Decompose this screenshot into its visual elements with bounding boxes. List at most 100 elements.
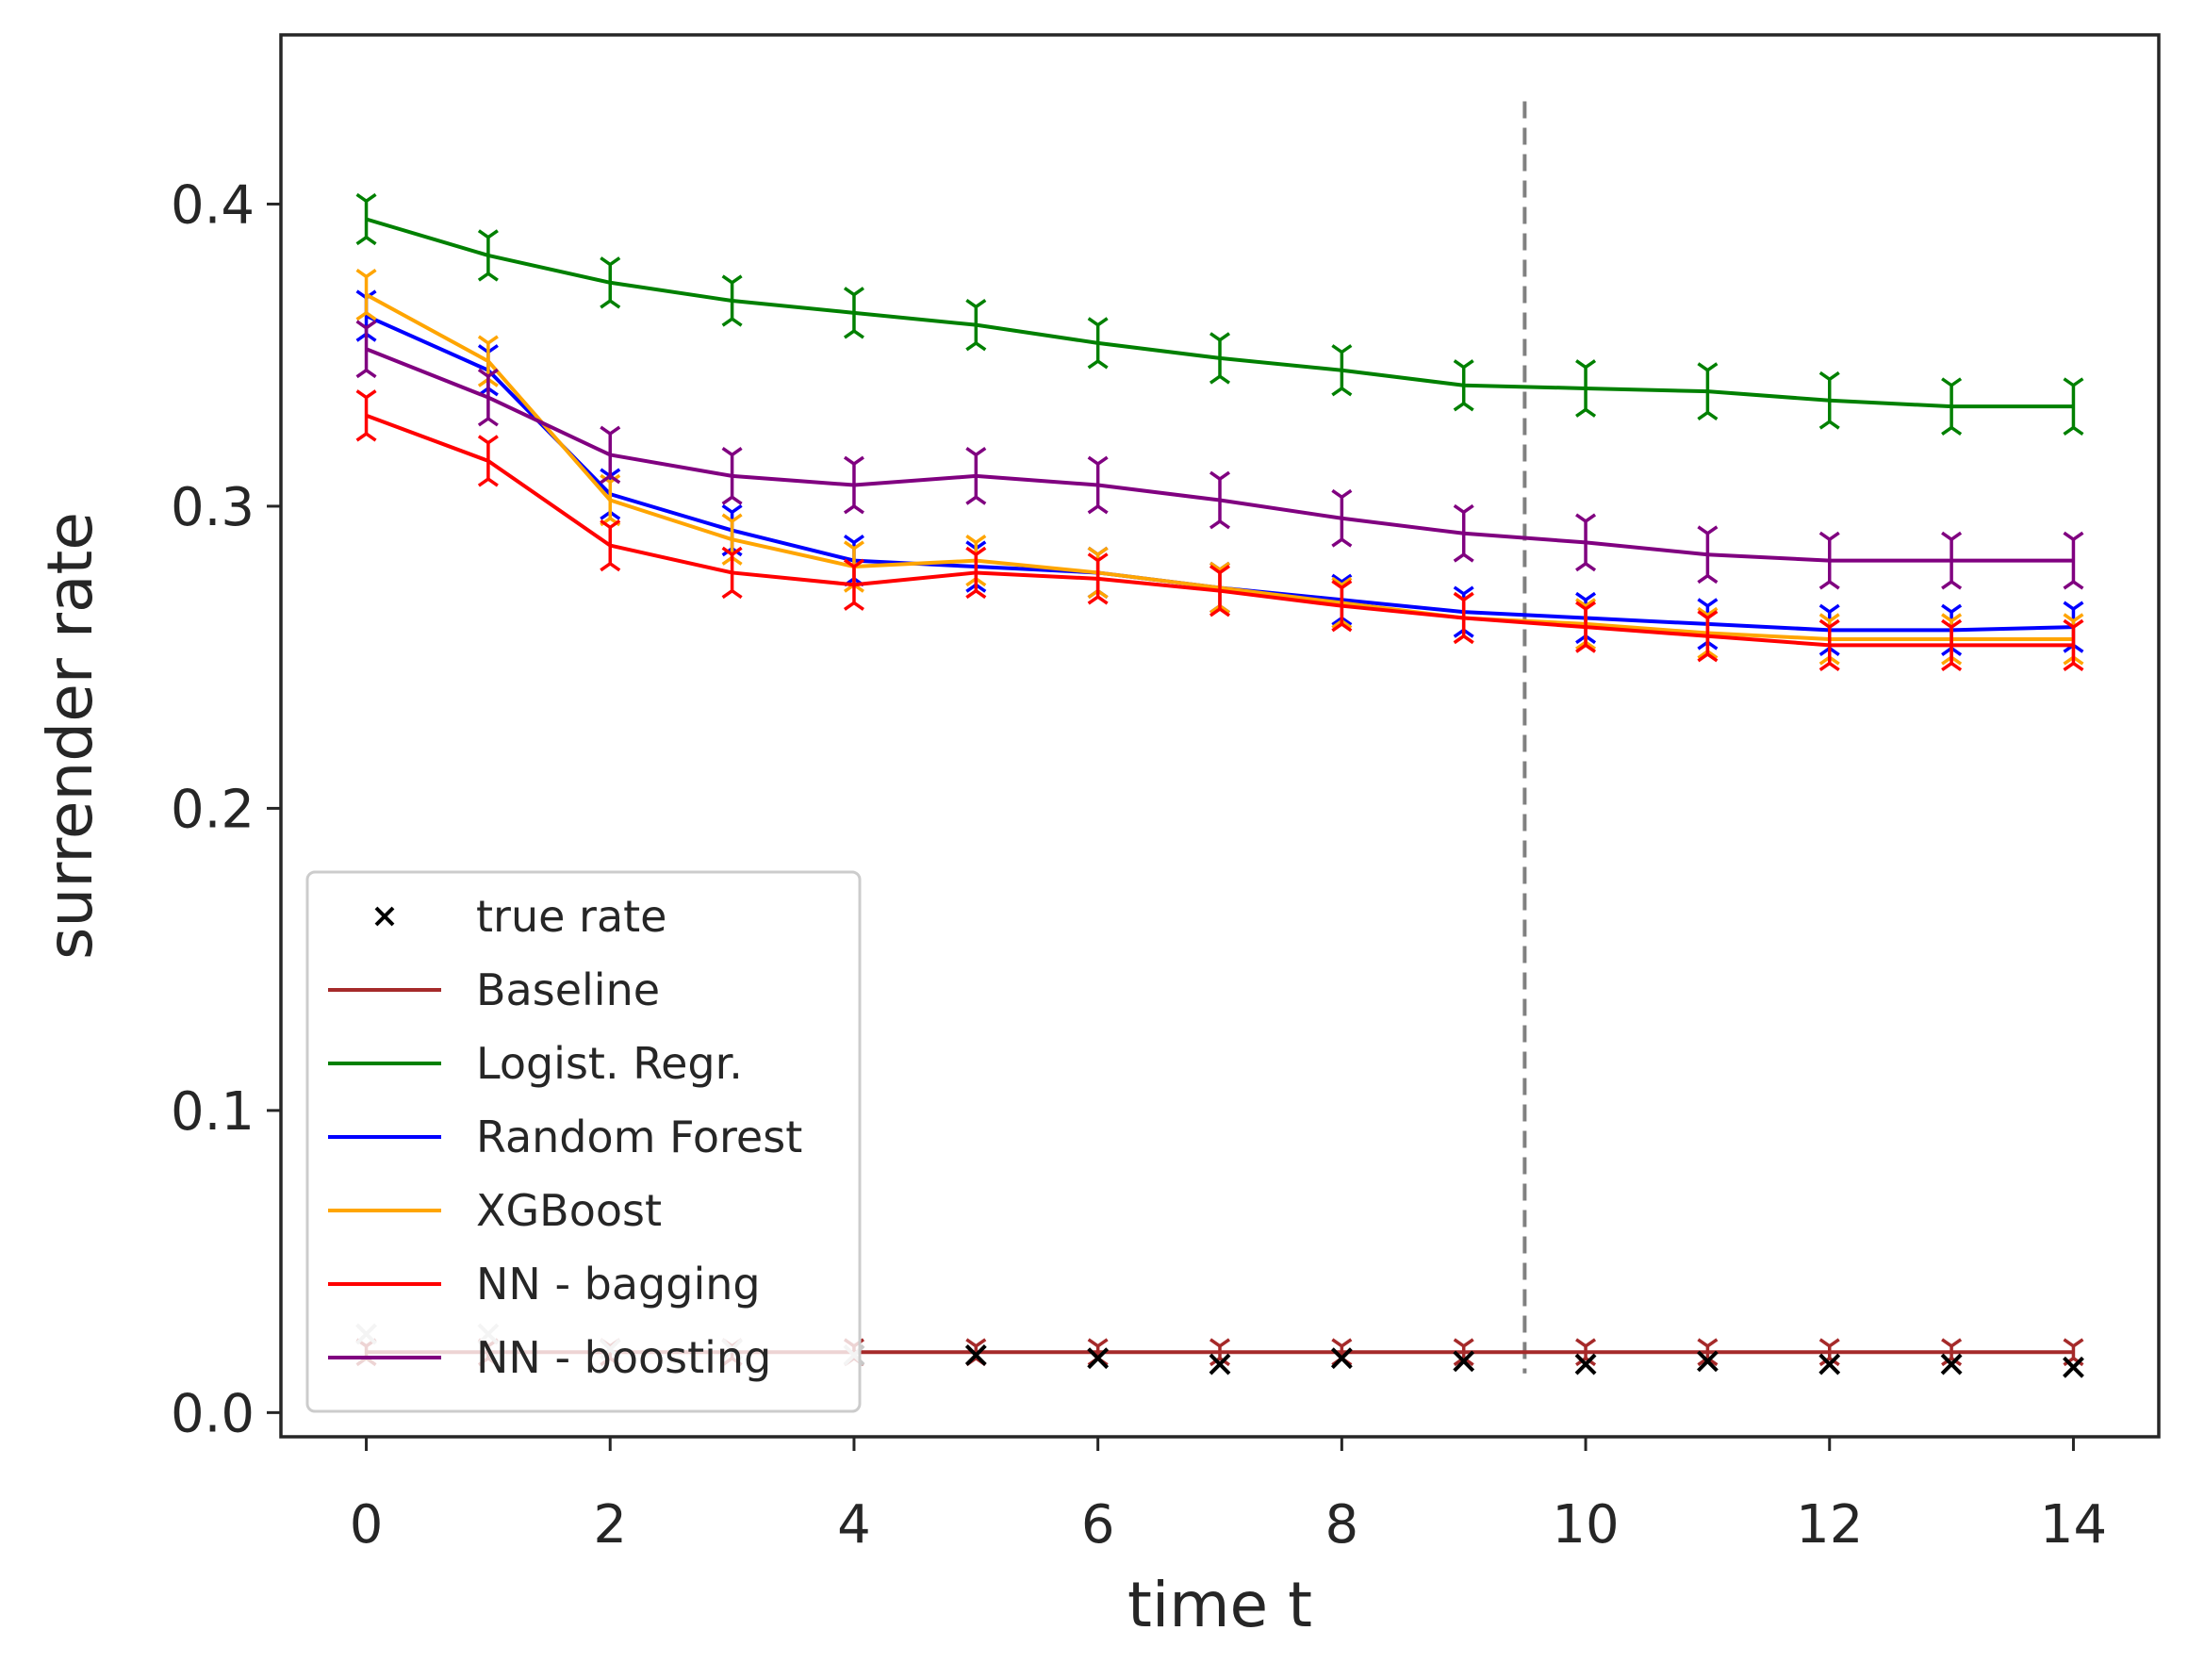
true-rate-marker <box>964 1344 987 1366</box>
error-bar-cap <box>1575 598 1588 608</box>
error-bar <box>1209 565 1231 618</box>
error-bar-cap <box>1341 537 1353 548</box>
error-bar-cap <box>1209 374 1222 385</box>
true-rate-marker <box>1940 1353 1963 1375</box>
error-bar <box>965 447 987 505</box>
error-bar-cap <box>843 534 855 544</box>
error-bar-cap <box>1209 1338 1222 1348</box>
error-bar-cap <box>1341 1338 1353 1348</box>
error-bar-cap <box>1697 606 1709 617</box>
error-bar-cap <box>721 546 733 556</box>
error-bar-cap <box>1575 1338 1588 1348</box>
error-bar-cap <box>1697 362 1709 372</box>
error-bar-cap <box>1941 613 1953 623</box>
error-bar-cap <box>1941 618 1953 629</box>
error-bar-cap <box>1828 531 1840 541</box>
error-bar-cap <box>1950 1338 1963 1348</box>
error-bar-cap <box>355 320 368 330</box>
error-bar-cap <box>486 477 499 487</box>
error-bar-cap <box>355 236 368 246</box>
legend-label: Baseline <box>476 964 660 1015</box>
error-bar <box>1818 618 1840 672</box>
error-bar <box>1697 525 1719 585</box>
error-bar-cap <box>1575 643 1588 653</box>
error-bar <box>355 320 377 379</box>
error-bar-cap <box>721 589 733 600</box>
error-bar-cap <box>1341 488 1353 499</box>
error-bar-cap <box>2072 662 2084 672</box>
error-bar-cap <box>486 435 499 445</box>
legend-label: Logist. Regr. <box>476 1038 743 1089</box>
error-bar <box>1941 618 1963 672</box>
error-bar <box>1453 591 1474 645</box>
error-bar-cap <box>843 540 855 551</box>
error-bar-cap <box>1087 359 1099 370</box>
error-bar-cap <box>731 274 743 285</box>
error-bar-cap <box>1341 344 1353 354</box>
y-tick-label: 0.4 <box>171 174 255 236</box>
error-bar-cap <box>1941 662 1953 672</box>
error-bar <box>843 287 864 339</box>
error-bar-cap <box>965 1338 978 1348</box>
error-bar-cap <box>843 558 855 568</box>
error-bar-cap <box>721 317 733 327</box>
error-bar-cap <box>975 341 987 352</box>
error-bar-cap <box>1096 546 1109 556</box>
error-bar <box>721 274 743 327</box>
error-bar-cap <box>355 311 368 321</box>
error-bar-cap <box>975 298 987 308</box>
error-bar-cap <box>731 589 743 600</box>
true-rate-marker-stroke <box>2063 1356 2084 1378</box>
error-bar-cap <box>486 229 499 239</box>
legend-label: true rate <box>476 891 666 942</box>
error-bar-cap <box>1331 488 1343 499</box>
error-bar-cap <box>852 455 864 466</box>
error-bar-cap <box>2063 613 2075 623</box>
error-bar-cap <box>1706 574 1719 585</box>
error-bar-cap <box>2072 601 2084 611</box>
true-rate-marker-stroke <box>1818 1353 1841 1375</box>
true-rate-marker <box>1696 1350 1719 1373</box>
error-bar-cap <box>1331 1338 1343 1348</box>
error-bar-cap <box>355 192 368 203</box>
legend-swatch <box>374 906 395 927</box>
error-bar-cap <box>600 519 612 529</box>
error-bar-cap <box>2063 531 2075 541</box>
error-bar-cap <box>1950 613 1963 623</box>
error-bar-cap <box>852 540 864 551</box>
error-bar-cap <box>965 298 978 308</box>
true-rate-marker-stroke <box>1209 1353 1231 1375</box>
x-tick-label: 4 <box>837 1494 871 1556</box>
error-bar <box>600 425 621 485</box>
error-bar-cap <box>1462 634 1474 645</box>
error-bar-cap <box>965 534 978 544</box>
error-bar-cap <box>1697 652 1709 663</box>
true-rate-marker <box>1818 1353 1841 1375</box>
error-bar-cap <box>1697 1338 1709 1348</box>
plot-frame <box>279 33 2161 1439</box>
error-bar <box>1209 332 1231 385</box>
error-bar-cap <box>1087 595 1099 605</box>
true-rate-marker-stroke <box>1330 1347 1353 1370</box>
error-bar-cap <box>1818 618 1831 629</box>
error-bar-cap <box>477 417 489 427</box>
error-bar-cap <box>1209 519 1222 530</box>
error-bar-cap <box>1453 591 1465 601</box>
true-rate-marker <box>1453 1350 1475 1373</box>
error-bar-cap <box>731 513 743 523</box>
error-bar-cap <box>965 589 978 600</box>
error-bar-cap <box>1706 362 1719 372</box>
error-bar-cap <box>1341 387 1353 397</box>
error-bar-cap <box>1331 622 1343 633</box>
error-bar-cap <box>1575 601 1588 611</box>
error-bar-cap <box>1818 531 1831 541</box>
error-bar-cap <box>1209 607 1222 618</box>
error-bar-cap <box>721 274 733 285</box>
error-bar <box>721 546 743 600</box>
error-bar-cap <box>1818 603 1831 614</box>
error-bar-cap <box>1331 580 1343 589</box>
error-bar <box>1941 377 1963 436</box>
error-bar-cap <box>1462 585 1474 596</box>
error-bar-cap <box>1941 580 1953 590</box>
